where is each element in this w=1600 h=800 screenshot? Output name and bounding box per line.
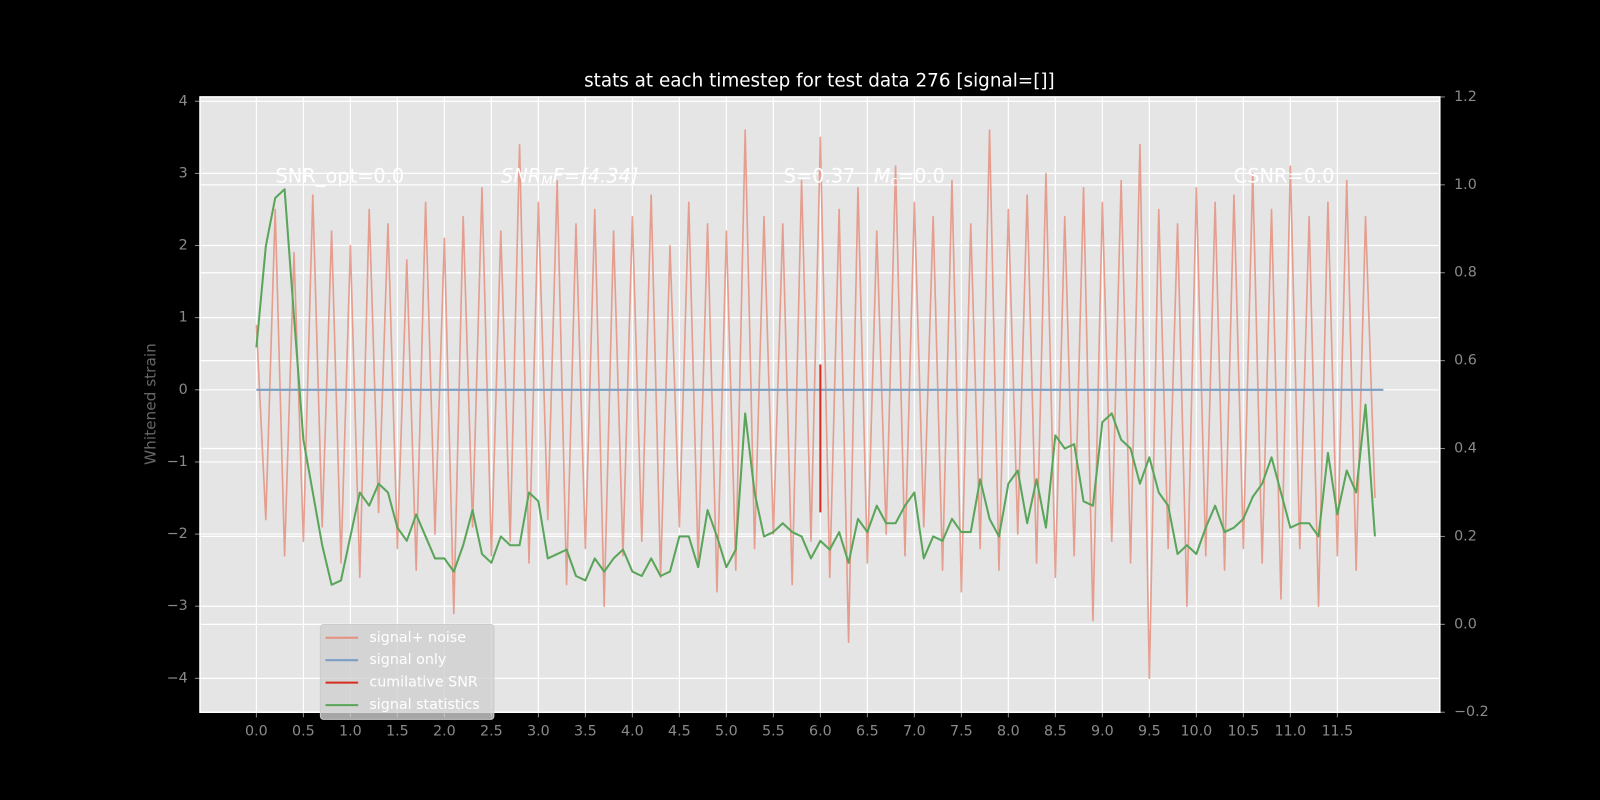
y2-tick-label: 0.0 (1454, 616, 1477, 632)
annotation-part: F=[4.34] (553, 164, 639, 187)
annotation: SNR_opt=0.0 (276, 164, 405, 187)
x-tick-label: 0.5 (292, 724, 315, 740)
x-tick-label: 8.0 (997, 724, 1020, 740)
x-tick-label: 1.5 (386, 724, 409, 740)
x-tick-label: 0.0 (245, 724, 268, 740)
x-tick-label: 10.5 (1227, 724, 1259, 740)
x-tick-label: 2.5 (480, 724, 503, 740)
y-tick-label: −4 (167, 670, 188, 686)
x-tick-label: 11.5 (1321, 724, 1353, 740)
y-tick-label: 0 (179, 382, 188, 398)
x-tick-label: 6.5 (856, 724, 879, 740)
annotation-part: c (891, 175, 898, 190)
axes-frame (199, 96, 1441, 714)
chart-title: stats at each timestep for test data 276… (584, 71, 1055, 92)
y-axis-label: Whitened strain (142, 343, 160, 465)
x-tick-label: 3.0 (527, 724, 550, 740)
x-tick-label: 5.0 (715, 724, 738, 740)
y-tick-label: −1 (167, 454, 188, 470)
x-tick-label: 10.0 (1180, 724, 1212, 740)
y2-tick-label: 1.0 (1454, 177, 1477, 193)
series-line (255, 129, 1376, 680)
y2-tick-label: 0.2 (1454, 528, 1477, 544)
x-tick-label: 9.5 (1138, 724, 1161, 740)
x-tick-label: 8.5 (1044, 724, 1067, 740)
legend-label: cumilative SNR (369, 675, 477, 691)
y2-tick-label: 0.6 (1454, 353, 1477, 369)
annotation: SNRMF=[4.34] (501, 164, 638, 190)
x-tick-label: 9.0 (1091, 724, 1114, 740)
annotation: S=0.37 Mc=0.0 (784, 164, 945, 190)
y2-tick-label: 0.8 (1454, 265, 1477, 281)
x-tick-label: 7.5 (950, 724, 973, 740)
x-tick-label: 1.0 (339, 724, 362, 740)
x-tick-label: 4.0 (621, 724, 644, 740)
annotation-part: CSNR=0.0 (1234, 164, 1335, 187)
x-tick-label: 5.5 (762, 724, 785, 740)
annotation: CSNR=0.0 (1234, 164, 1335, 187)
y-tick-label: −2 (167, 526, 188, 542)
annotation-part: M (874, 164, 891, 187)
legend-label: signal statistics (369, 697, 479, 713)
y-tick-label: 3 (179, 165, 188, 181)
x-tick-label: 3.5 (574, 724, 597, 740)
x-tick-label: 2.0 (433, 724, 456, 740)
annotation-part: =0.0 (898, 164, 945, 187)
x-tick-label: 6.0 (809, 724, 832, 740)
legend-box (319, 623, 495, 720)
y-tick-label: 2 (179, 238, 188, 254)
annotation-part: M (541, 175, 553, 190)
y2-tick-label: −0.2 (1454, 704, 1489, 720)
y-tick-label: −3 (167, 598, 188, 614)
series-line (255, 188, 1376, 586)
x-tick-label: 11.0 (1274, 724, 1306, 740)
annotation-part: S=0.37 (784, 164, 874, 187)
annotation-part: SNR_opt=0.0 (276, 164, 405, 187)
y2-tick-label: 0.4 (1454, 441, 1477, 457)
x-tick-label: 4.5 (668, 724, 691, 740)
legend-label: signal+ noise (369, 630, 466, 646)
x-tick-label: 7.0 (903, 724, 926, 740)
y-tick-label: 1 (179, 310, 188, 326)
legend-label: signal only (369, 652, 446, 668)
annotation-part: SNR (501, 164, 541, 187)
y-tick-label: 4 (179, 93, 188, 109)
y2-tick-label: 1.2 (1454, 89, 1477, 105)
